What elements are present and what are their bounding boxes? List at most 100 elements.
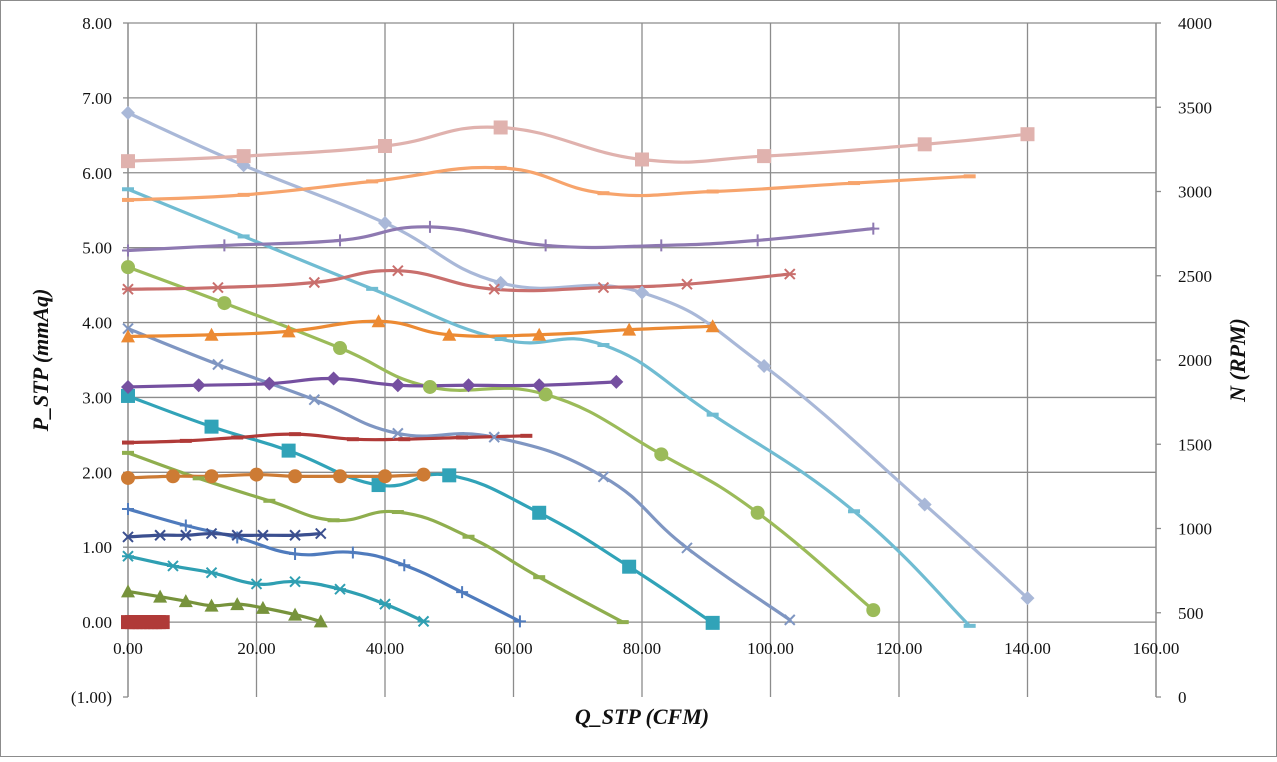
data-point [597, 281, 610, 294]
x-tick-label: 0.00 [113, 639, 143, 658]
series-line [126, 111, 1030, 600]
data-point [538, 387, 553, 402]
data-point [609, 374, 624, 389]
y2-tick-label: 500 [1178, 604, 1204, 623]
y-tick-label: 1.00 [82, 538, 112, 557]
data-point [494, 165, 507, 170]
data-point [257, 529, 269, 541]
data-point [635, 285, 649, 300]
data-point [494, 337, 507, 342]
data-point [122, 244, 134, 257]
data-point [308, 276, 321, 289]
y2-tick-label: 4000 [1178, 14, 1212, 33]
y-axis-title: P_STP (mmAq) [28, 289, 53, 433]
y2-tick-label: 1000 [1178, 520, 1212, 539]
data-point [255, 600, 270, 614]
data-point [121, 329, 135, 343]
data-point [757, 149, 772, 164]
data-point [391, 264, 404, 277]
y2-tick-label: 0 [1178, 688, 1187, 707]
data-point [288, 469, 303, 484]
data-point [236, 149, 251, 164]
data-point [757, 358, 772, 373]
data-point [866, 603, 881, 618]
y2-tick-label: 2500 [1178, 267, 1212, 286]
data-point [165, 469, 180, 484]
series-line [126, 376, 618, 389]
data-point [867, 222, 880, 235]
x-tick-label: 120.00 [876, 639, 923, 658]
data-point [237, 192, 250, 197]
y-tick-label: 3.00 [82, 388, 112, 407]
data-point [533, 575, 546, 580]
data-point [848, 509, 861, 514]
data-point [289, 529, 301, 541]
data-point [211, 281, 224, 294]
data-point [416, 467, 431, 482]
tick-labels: 0.00 20.00 40.00 60.00 80.00 100.00 120.00 140.… [71, 14, 1212, 707]
data-point [917, 137, 932, 152]
data-point [539, 239, 552, 252]
data-point [532, 505, 547, 520]
data-point [289, 432, 302, 437]
data-point [192, 476, 205, 481]
data-point [121, 260, 135, 275]
data-point [750, 505, 765, 520]
data-point [378, 469, 392, 484]
data-point [379, 598, 391, 610]
series-line [126, 165, 972, 202]
data-point [179, 519, 192, 532]
data-point [121, 388, 135, 403]
data-point [520, 433, 533, 438]
y-tick-label: (1.00) [71, 688, 112, 707]
data-point [706, 412, 719, 417]
data-point [122, 503, 134, 516]
data-point [122, 550, 134, 562]
data-point [392, 427, 404, 440]
data-point [263, 498, 276, 503]
y2-tick-label: 3000 [1178, 183, 1212, 202]
data-point [532, 378, 547, 393]
data-point [218, 239, 231, 252]
data-point [705, 319, 720, 333]
data-point [378, 215, 392, 230]
data-point [597, 191, 610, 196]
data-point [204, 327, 219, 341]
series-line [126, 319, 715, 339]
data-point [456, 586, 469, 599]
y-tick-label: 5.00 [82, 239, 112, 258]
data-point [122, 187, 134, 192]
data-point [204, 419, 219, 434]
y-tick-label: 8.00 [82, 14, 112, 33]
data-point [237, 234, 250, 239]
data-point [250, 578, 263, 590]
data-point [217, 296, 232, 311]
data-point [212, 358, 224, 371]
data-point [654, 447, 669, 462]
data-point [288, 607, 303, 621]
data-point [622, 559, 637, 574]
data-point [366, 286, 379, 291]
data-point [751, 234, 764, 247]
data-point [153, 589, 168, 603]
x-tick-label: 80.00 [623, 639, 661, 658]
data-point [289, 547, 302, 560]
series-line [126, 125, 1030, 164]
data-point [289, 575, 302, 588]
data-point [122, 531, 134, 543]
x-tick-label: 60.00 [494, 639, 532, 658]
y2-axis-title: N (RPM) [1225, 318, 1250, 403]
data-point [333, 469, 348, 484]
data-point [442, 468, 457, 483]
data-point [122, 283, 134, 295]
y-tick-label: 7.00 [82, 89, 112, 108]
data-point [326, 371, 341, 386]
data-point [622, 322, 637, 336]
data-point [963, 623, 976, 628]
data-point [597, 343, 610, 348]
data-point [488, 431, 500, 443]
y-tick-label: 0.00 [82, 613, 112, 632]
data-point [231, 529, 243, 541]
y2-tick-label: 2000 [1178, 351, 1212, 370]
